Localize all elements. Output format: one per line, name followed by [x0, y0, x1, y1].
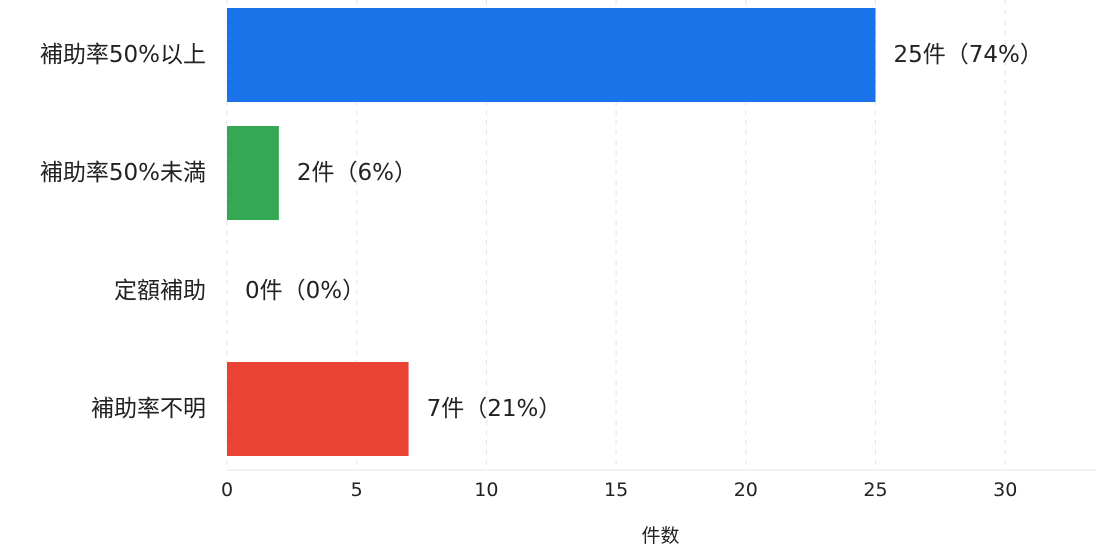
category-label-3: 定額補助: [114, 278, 206, 304]
x-tick-label-5: 5: [351, 479, 363, 501]
bar-4: [227, 362, 409, 456]
data-label-3: 0件（0%）: [245, 278, 365, 304]
x-tick-label-10: 10: [474, 479, 498, 501]
bar-1: [227, 8, 876, 102]
x-tick-label-0: 0: [221, 479, 233, 501]
x-tick-label-15: 15: [604, 479, 628, 501]
bars: [227, 8, 876, 456]
category-label-2: 補助率50%未満: [40, 160, 206, 186]
bar-2: [227, 126, 279, 220]
x-tick-label-20: 20: [734, 479, 758, 501]
x-tick-labels: 0 5 10 15 20 25 30: [221, 479, 1017, 501]
x-tick-label-25: 25: [863, 479, 887, 501]
x-axis-title: 件数: [641, 525, 679, 546]
data-labels: 25件（74%） 2件（6%） 0件（0%） 7件（21%）: [245, 42, 1043, 422]
category-label-4: 補助率不明: [91, 396, 206, 422]
data-label-1: 25件（74%）: [894, 42, 1043, 68]
x-tick-label-30: 30: [993, 479, 1017, 501]
data-label-2: 2件（6%）: [297, 160, 417, 186]
category-label-1: 補助率50%以上: [40, 42, 206, 68]
data-label-4: 7件（21%）: [427, 396, 562, 422]
